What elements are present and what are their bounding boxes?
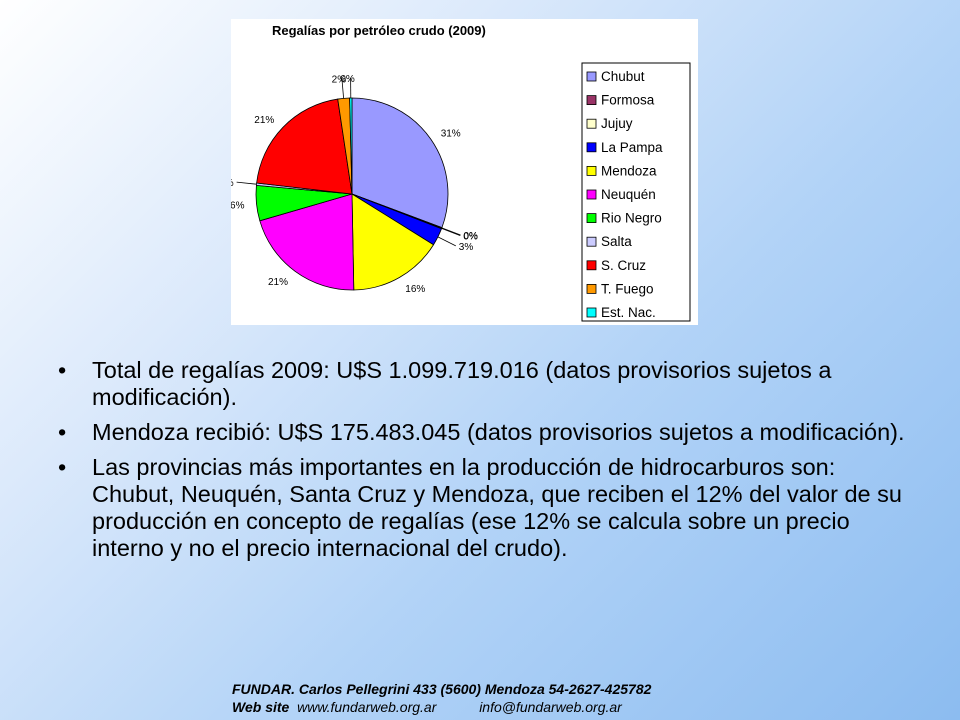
slice-label: 3% [459, 242, 474, 253]
pie-chart: Regalías por petróleo crudo (2009) 31% 0%… [231, 19, 698, 325]
bullet-item: • Mendoza recibió: U$S 175.483.045 (datos… [58, 419, 918, 446]
leader-line [441, 228, 461, 236]
slice-label: 31% [441, 128, 461, 139]
bullet-list: • Total de regalías 2009: U$S 1.099.719.0… [58, 357, 918, 570]
legend-label-neuquen: Neuquén [601, 187, 656, 202]
chart-legend: Chubut Formosa Jujuy La Pampa Mendoza Neuquén… [581, 62, 691, 322]
leader-line [437, 236, 456, 247]
slice-label: 21% [254, 115, 274, 126]
slice-label: 2% [332, 74, 347, 85]
legend-swatch-salta [586, 236, 597, 247]
leader-line [341, 78, 344, 99]
slice-labels: 31%0%0%3%16%21%6%0%21%2%0% [231, 74, 478, 295]
legend-label-s-cruz: S. Cruz [601, 258, 646, 273]
slice-label: 16% [405, 284, 425, 295]
legend-swatch-rio-negro [586, 213, 597, 224]
pie-slice-mendoza [351, 193, 435, 291]
email-link[interactable]: info@fundarweb.org.ar [479, 699, 622, 715]
legend-label-salta: Salta [601, 234, 632, 249]
bullet-dot: • [58, 357, 67, 383]
legend-label-t-fuego: T. Fuego [601, 281, 654, 296]
legend-swatch-t-fuego [586, 283, 597, 294]
pie-slice-est-nac [349, 97, 353, 195]
bullet-dot: • [58, 419, 67, 445]
slice-label: 0% [464, 231, 479, 242]
legend-swatch-s-cruz [586, 260, 597, 271]
pie-slice-s-cruz [256, 98, 353, 195]
legend-label-chubut: Chubut [601, 69, 645, 84]
pie-slice-chubut [351, 97, 449, 229]
legend-frame [581, 62, 691, 322]
web-site-label: Web site [232, 699, 290, 715]
pie-slices [255, 97, 449, 291]
website-link[interactable]: www.fundarweb.org.ar [297, 699, 437, 715]
bullet-text: Total de regalías 2009: U$S 1.099.719.01… [92, 357, 832, 410]
slice-label: 0% [231, 178, 234, 189]
footer: FUNDAR. Carlos Pellegrini 433 (5600) Men… [232, 680, 651, 716]
legend-label-la-pampa: La Pampa [601, 140, 663, 155]
bullet-text: Mendoza recibió: U$S 175.483.045 (datos … [92, 419, 905, 445]
bullet-dot: • [58, 454, 67, 480]
legend-swatch-chubut [586, 71, 597, 82]
legend-label-jujuy: Jujuy [601, 116, 633, 131]
leader-line [441, 227, 461, 236]
pie-slice-neuquen [259, 193, 355, 291]
footer-address: FUNDAR. Carlos Pellegrini 433 (5600) Men… [232, 681, 652, 697]
bullet-item: • Las provincias más importantes en la pr… [58, 454, 918, 562]
slice-label: 0% [463, 232, 478, 243]
legend-swatch-la-pampa [586, 142, 597, 153]
legend-label-rio-negro: Rio Negro [601, 211, 662, 226]
slice-label: 6% [231, 200, 245, 211]
legend-swatch-neuquen [586, 189, 597, 200]
legend-swatch-jujuy [586, 118, 597, 129]
footer-web: Web site www.fundarweb.org.ar info@funda… [232, 698, 651, 716]
chart-title: Regalías por petróleo crudo (2009) [272, 23, 486, 38]
bullet-item: • Total de regalías 2009: U$S 1.099.719.0… [58, 357, 918, 411]
pie-chart-svg: Regalías por petróleo crudo (2009) 31% 0%… [231, 23, 691, 322]
leader-line [236, 181, 257, 185]
slice-label: 0% [340, 74, 355, 85]
legend-label-mendoza: Mendoza [601, 163, 657, 178]
legend-swatch-mendoza [586, 165, 597, 176]
bullet-text: Las provincias más importantes en la pro… [92, 454, 902, 561]
legend-label-est-nac: Est. Nac. [601, 305, 656, 320]
legend-swatch-formosa [586, 95, 597, 105]
slice-label: 21% [268, 277, 288, 288]
legend-swatch-est-nac [586, 307, 597, 318]
legend-label-formosa: Formosa [601, 93, 655, 108]
